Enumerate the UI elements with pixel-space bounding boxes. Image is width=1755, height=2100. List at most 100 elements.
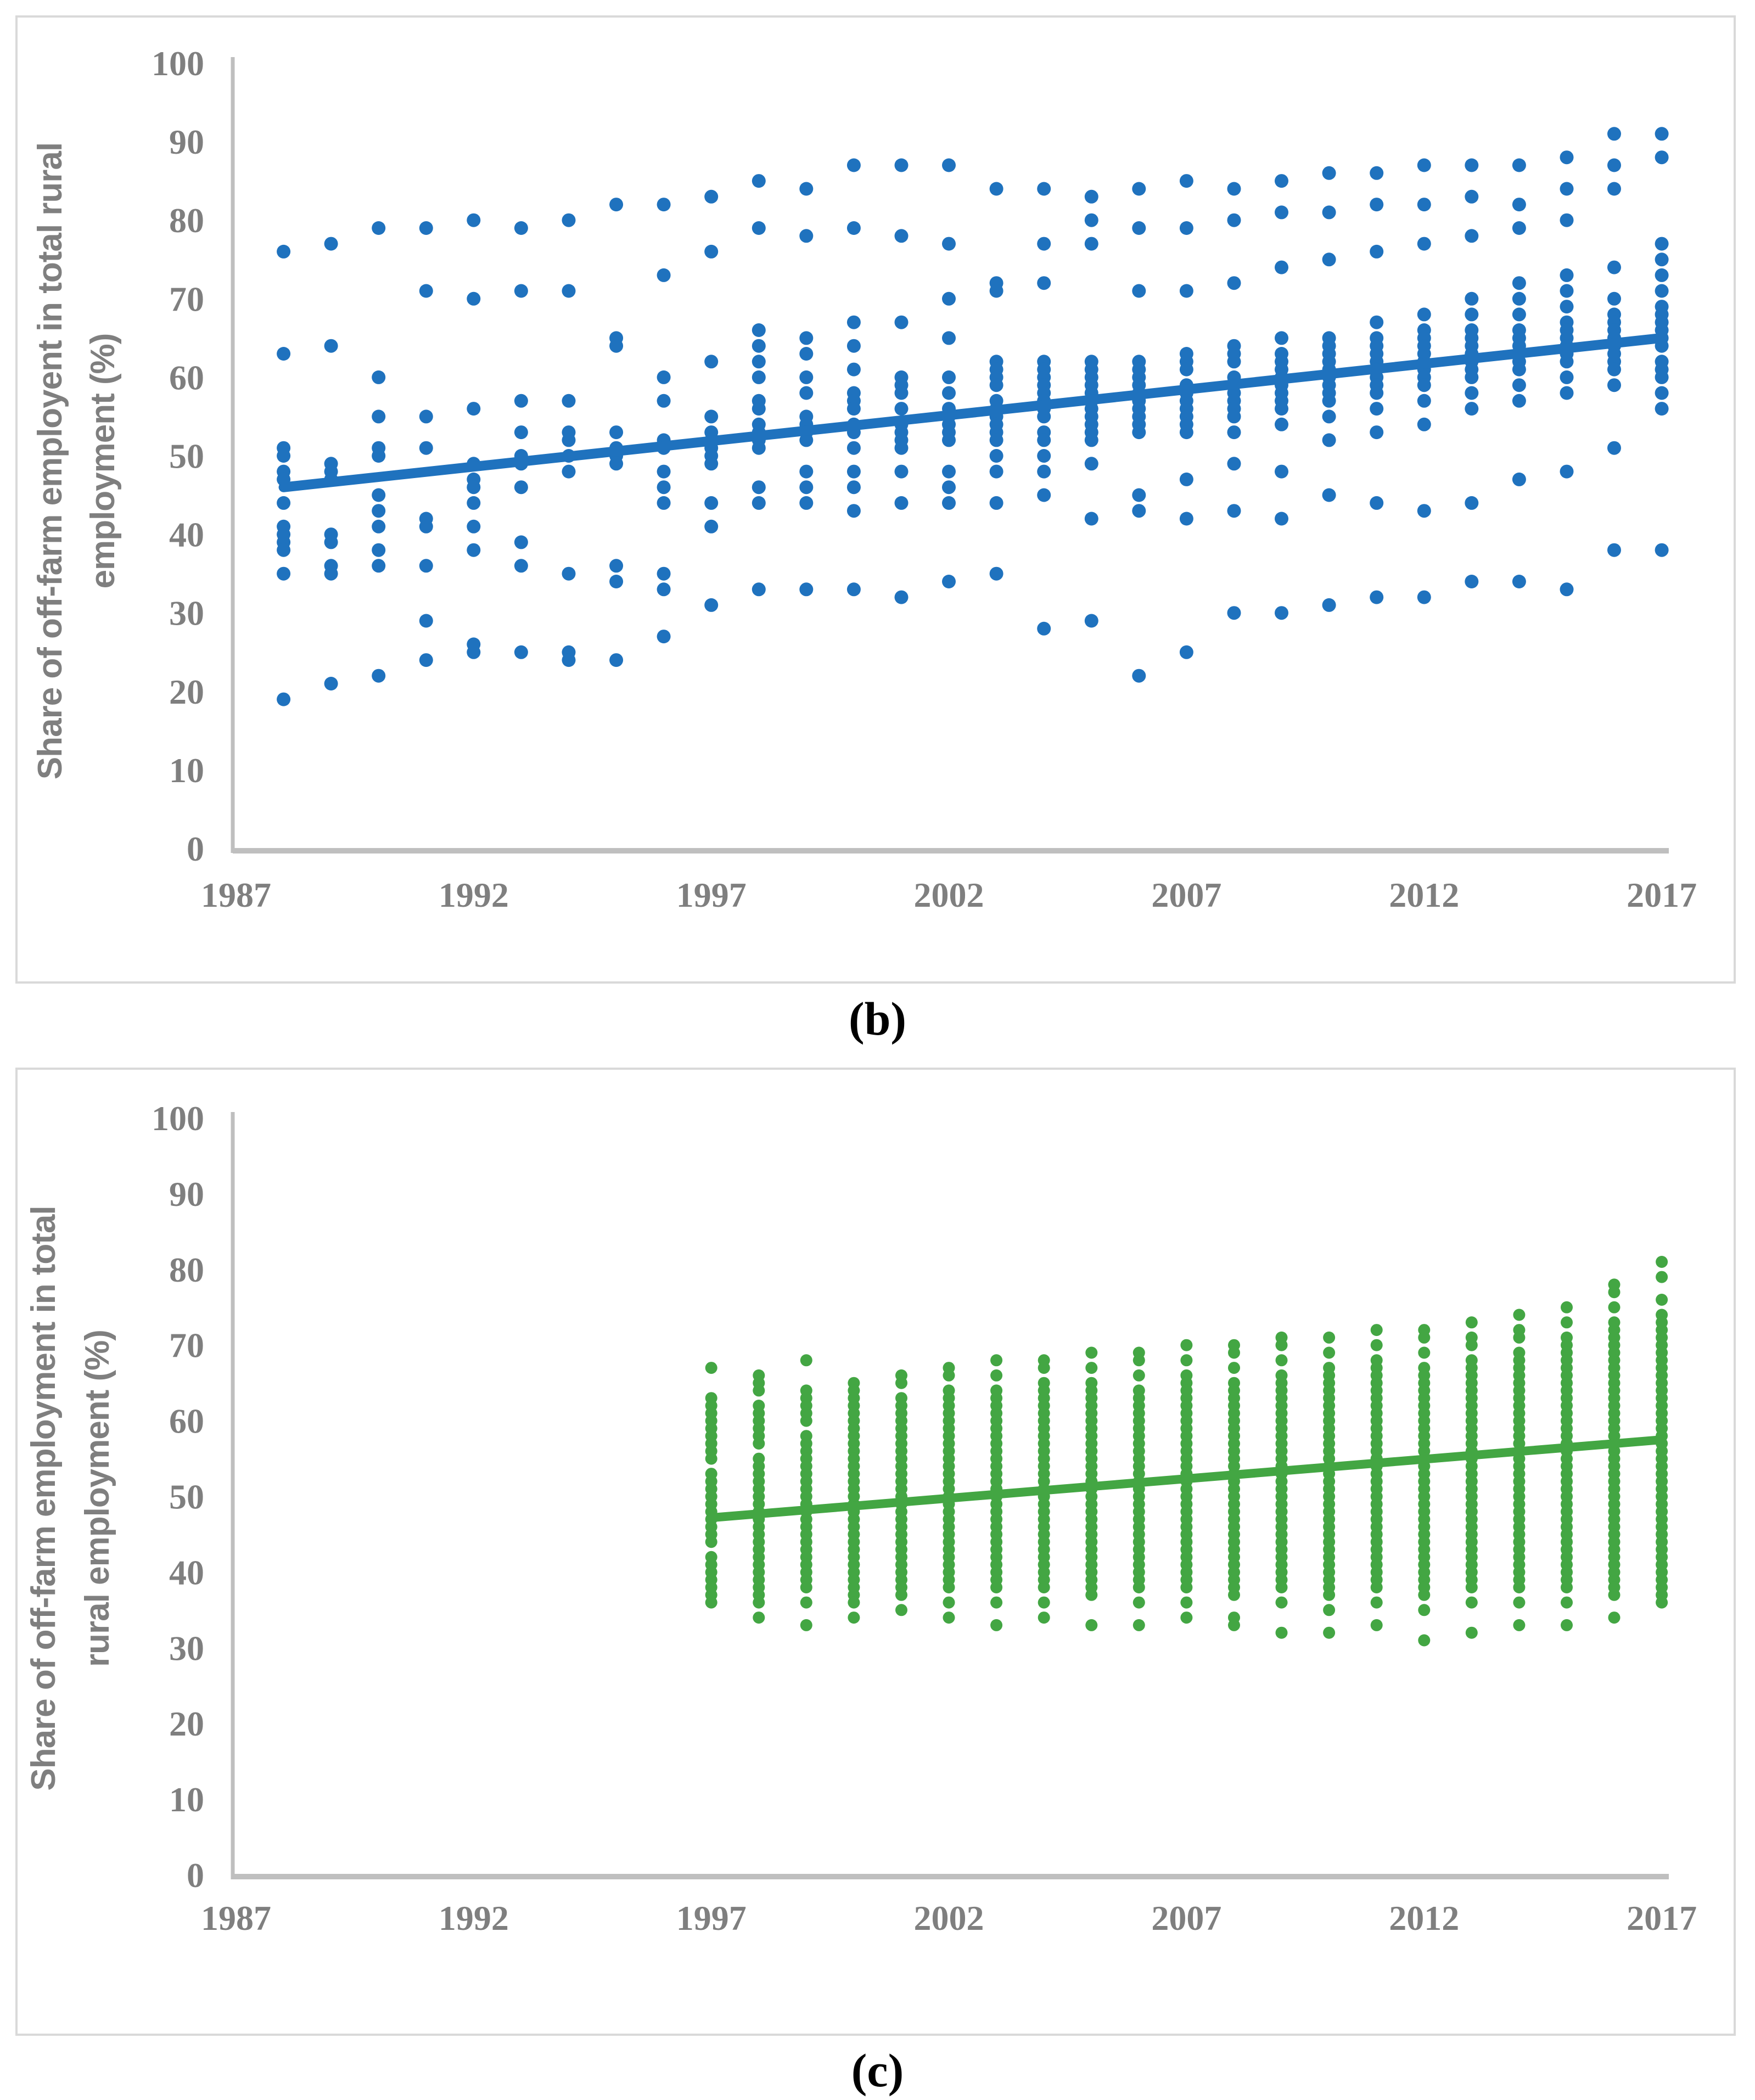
data-point <box>1465 496 1479 510</box>
data-point <box>1084 237 1098 251</box>
data-point <box>1560 268 1574 282</box>
data-point <box>1275 417 1288 431</box>
data-point <box>704 496 719 510</box>
data-point <box>1560 213 1574 227</box>
data-point <box>419 559 433 573</box>
data-point <box>1228 1346 1240 1359</box>
data-point <box>1417 198 1431 212</box>
data-point <box>753 1612 765 1624</box>
chart-panel-b <box>15 15 1736 984</box>
data-point <box>1465 1596 1478 1609</box>
data-point <box>704 598 719 612</box>
y-tick-label: 50 <box>169 437 204 476</box>
y-tick-label: 70 <box>169 279 204 318</box>
data-point <box>942 237 956 251</box>
data-point <box>1655 268 1669 282</box>
data-point <box>657 464 671 479</box>
data-point <box>1132 182 1146 196</box>
data-point <box>1607 378 1621 392</box>
data-point <box>657 582 671 597</box>
data-point <box>800 1619 812 1631</box>
data-point <box>1561 1316 1573 1329</box>
data-point <box>752 221 766 235</box>
data-point <box>846 504 861 518</box>
data-point <box>704 355 719 369</box>
data-point <box>1322 409 1336 424</box>
data-point <box>657 370 671 384</box>
data-point <box>846 480 861 495</box>
data-point <box>514 535 528 549</box>
y-tick-label: 10 <box>169 1780 204 1819</box>
data-point <box>989 449 1003 463</box>
data-point <box>1084 457 1098 471</box>
x-tick-label: 2012 <box>1389 875 1459 914</box>
data-point <box>1561 1619 1573 1631</box>
data-point <box>1512 362 1526 377</box>
data-point <box>799 582 814 597</box>
data-point <box>657 480 671 495</box>
data-point <box>1227 213 1241 227</box>
data-point <box>752 402 766 416</box>
data-point <box>1418 1588 1431 1601</box>
data-point <box>372 504 386 518</box>
data-point <box>1323 1604 1336 1616</box>
data-point <box>1085 1362 1098 1374</box>
data-point <box>1132 1596 1145 1609</box>
y-axis-title-line: rural employment (%) <box>79 1330 116 1667</box>
data-point <box>1513 1619 1526 1631</box>
data-point <box>1228 1362 1240 1374</box>
y-tick-label: 20 <box>169 1704 204 1743</box>
data-point <box>1607 362 1621 377</box>
data-point <box>1513 1596 1526 1609</box>
data-point <box>894 590 909 604</box>
x-tick-label: 1987 <box>201 1899 271 1938</box>
data-point <box>1465 1316 1478 1329</box>
data-point <box>372 449 386 463</box>
data-point <box>1275 1626 1288 1639</box>
data-point <box>895 1377 907 1389</box>
data-point <box>943 1612 955 1624</box>
data-point <box>657 268 671 282</box>
data-point <box>657 496 671 510</box>
y-tick-label: 60 <box>169 358 204 397</box>
data-point <box>1132 1581 1145 1593</box>
x-tick-label: 2017 <box>1627 875 1697 914</box>
data-point <box>562 433 576 447</box>
data-point <box>1465 1581 1478 1593</box>
data-point <box>1417 590 1431 604</box>
data-point <box>799 464 814 479</box>
data-point <box>848 1596 860 1609</box>
data-point <box>277 566 291 581</box>
data-point <box>1655 127 1669 141</box>
x-tick-label: 1997 <box>676 1899 747 1938</box>
data-point <box>1465 158 1479 172</box>
data-point <box>1608 1588 1621 1601</box>
data-point <box>467 480 481 495</box>
data-point <box>1132 425 1146 440</box>
x-tick-label: 2012 <box>1389 1899 1459 1938</box>
data-point <box>1227 355 1241 369</box>
data-point <box>1132 1354 1145 1367</box>
data-point <box>894 158 909 172</box>
data-point <box>1512 221 1526 235</box>
data-point <box>562 394 576 408</box>
data-point <box>705 1452 717 1465</box>
data-point <box>1561 1596 1573 1609</box>
data-point <box>562 653 576 667</box>
data-point <box>752 355 766 369</box>
data-point <box>372 559 386 573</box>
data-point <box>800 1354 812 1367</box>
data-point <box>467 213 481 227</box>
data-point <box>1655 543 1669 557</box>
y-axis-title-line: Share of off-farm employent in total rur… <box>31 143 69 779</box>
data-point <box>372 409 386 424</box>
data-point <box>1560 150 1574 165</box>
data-point <box>1417 504 1431 518</box>
data-point <box>372 519 386 534</box>
data-point <box>895 1604 907 1616</box>
data-point <box>1322 433 1336 447</box>
data-point <box>514 480 528 495</box>
data-point <box>1370 166 1384 180</box>
data-point <box>1227 276 1241 290</box>
data-point <box>943 1369 955 1382</box>
